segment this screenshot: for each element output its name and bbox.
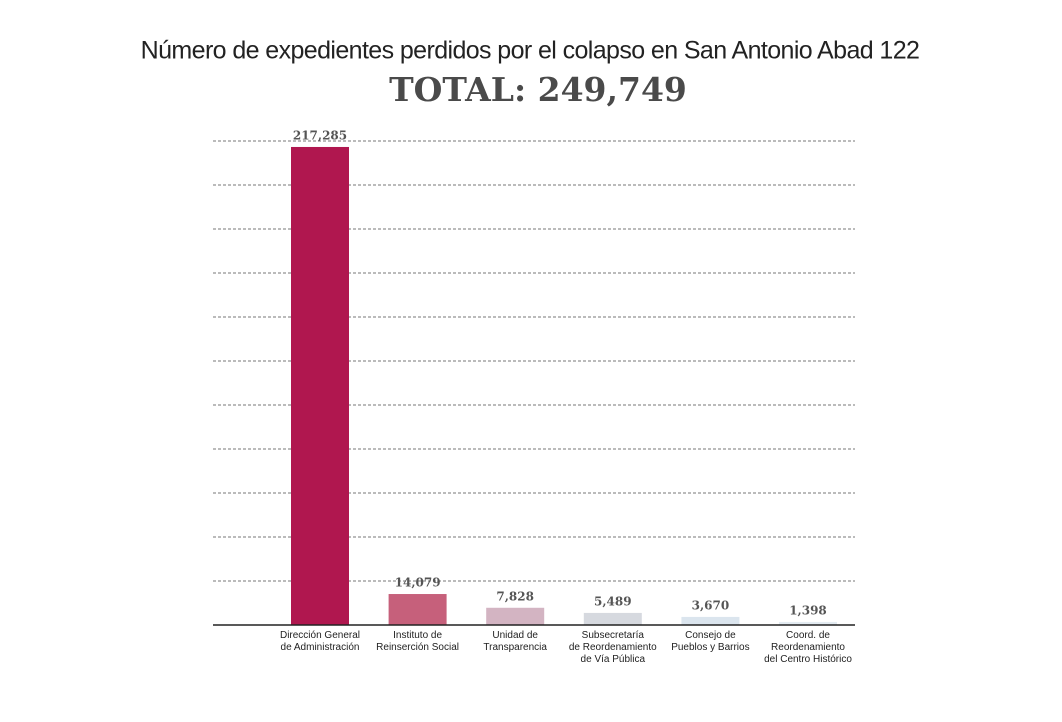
chart-subtitle: TOTAL: 249,749 bbox=[389, 70, 687, 109]
x-tick-label-line: Coord. de bbox=[786, 630, 830, 641]
x-tick-label-line: de Reordenamiento bbox=[569, 642, 657, 653]
x-tick-label-line: de Administración bbox=[281, 642, 360, 653]
x-tick-label-line: Unidad de bbox=[492, 630, 538, 641]
x-tick-label: Instituto de Reinserción Social bbox=[376, 630, 459, 653]
bar bbox=[681, 616, 740, 625]
bar bbox=[486, 607, 545, 625]
x-tick-label: Consejo de Pueblos y Barrios bbox=[671, 630, 749, 653]
bar bbox=[291, 146, 349, 625]
x-tick-label: Subsecretaría de Reordenamiento de Vía Púb… bbox=[569, 630, 657, 665]
x-tick-label-line: Reordenamiento bbox=[771, 642, 845, 653]
bar bbox=[779, 621, 837, 625]
bar bbox=[583, 612, 642, 625]
x-tick-label-line: de Vía Pública bbox=[581, 654, 646, 665]
x-tick-label-line: Transparencia bbox=[483, 642, 547, 653]
x-tick-label-line: Consejo de bbox=[685, 630, 736, 641]
value-label: 1,398 bbox=[789, 603, 827, 617]
chart-title: Número de expedientes perdidos por el co… bbox=[141, 37, 920, 65]
x-tick-label-line: del Centro Histórico bbox=[764, 654, 852, 665]
x-tick-label: Dirección General de Administración bbox=[280, 630, 360, 653]
value-label: 5,489 bbox=[594, 594, 632, 608]
x-tick-label-line: Dirección General bbox=[280, 630, 360, 641]
x-tick-label: Coord. de Reordenamiento del Centro Histór… bbox=[764, 630, 852, 665]
value-label: 3,670 bbox=[692, 598, 730, 612]
x-tick-label-line: Pueblos y Barrios bbox=[671, 642, 749, 653]
value-label: 217,285 bbox=[293, 128, 347, 142]
bar bbox=[388, 594, 447, 625]
value-label: 14,079 bbox=[395, 576, 441, 590]
x-tick-label-line: Instituto de bbox=[393, 630, 442, 641]
x-tick-label: Unidad de Transparencia bbox=[483, 630, 547, 653]
value-label: 7,828 bbox=[496, 589, 534, 603]
x-tick-label-line: Subsecretaría bbox=[582, 630, 645, 641]
x-tick-label-line: Reinserción Social bbox=[376, 642, 459, 653]
